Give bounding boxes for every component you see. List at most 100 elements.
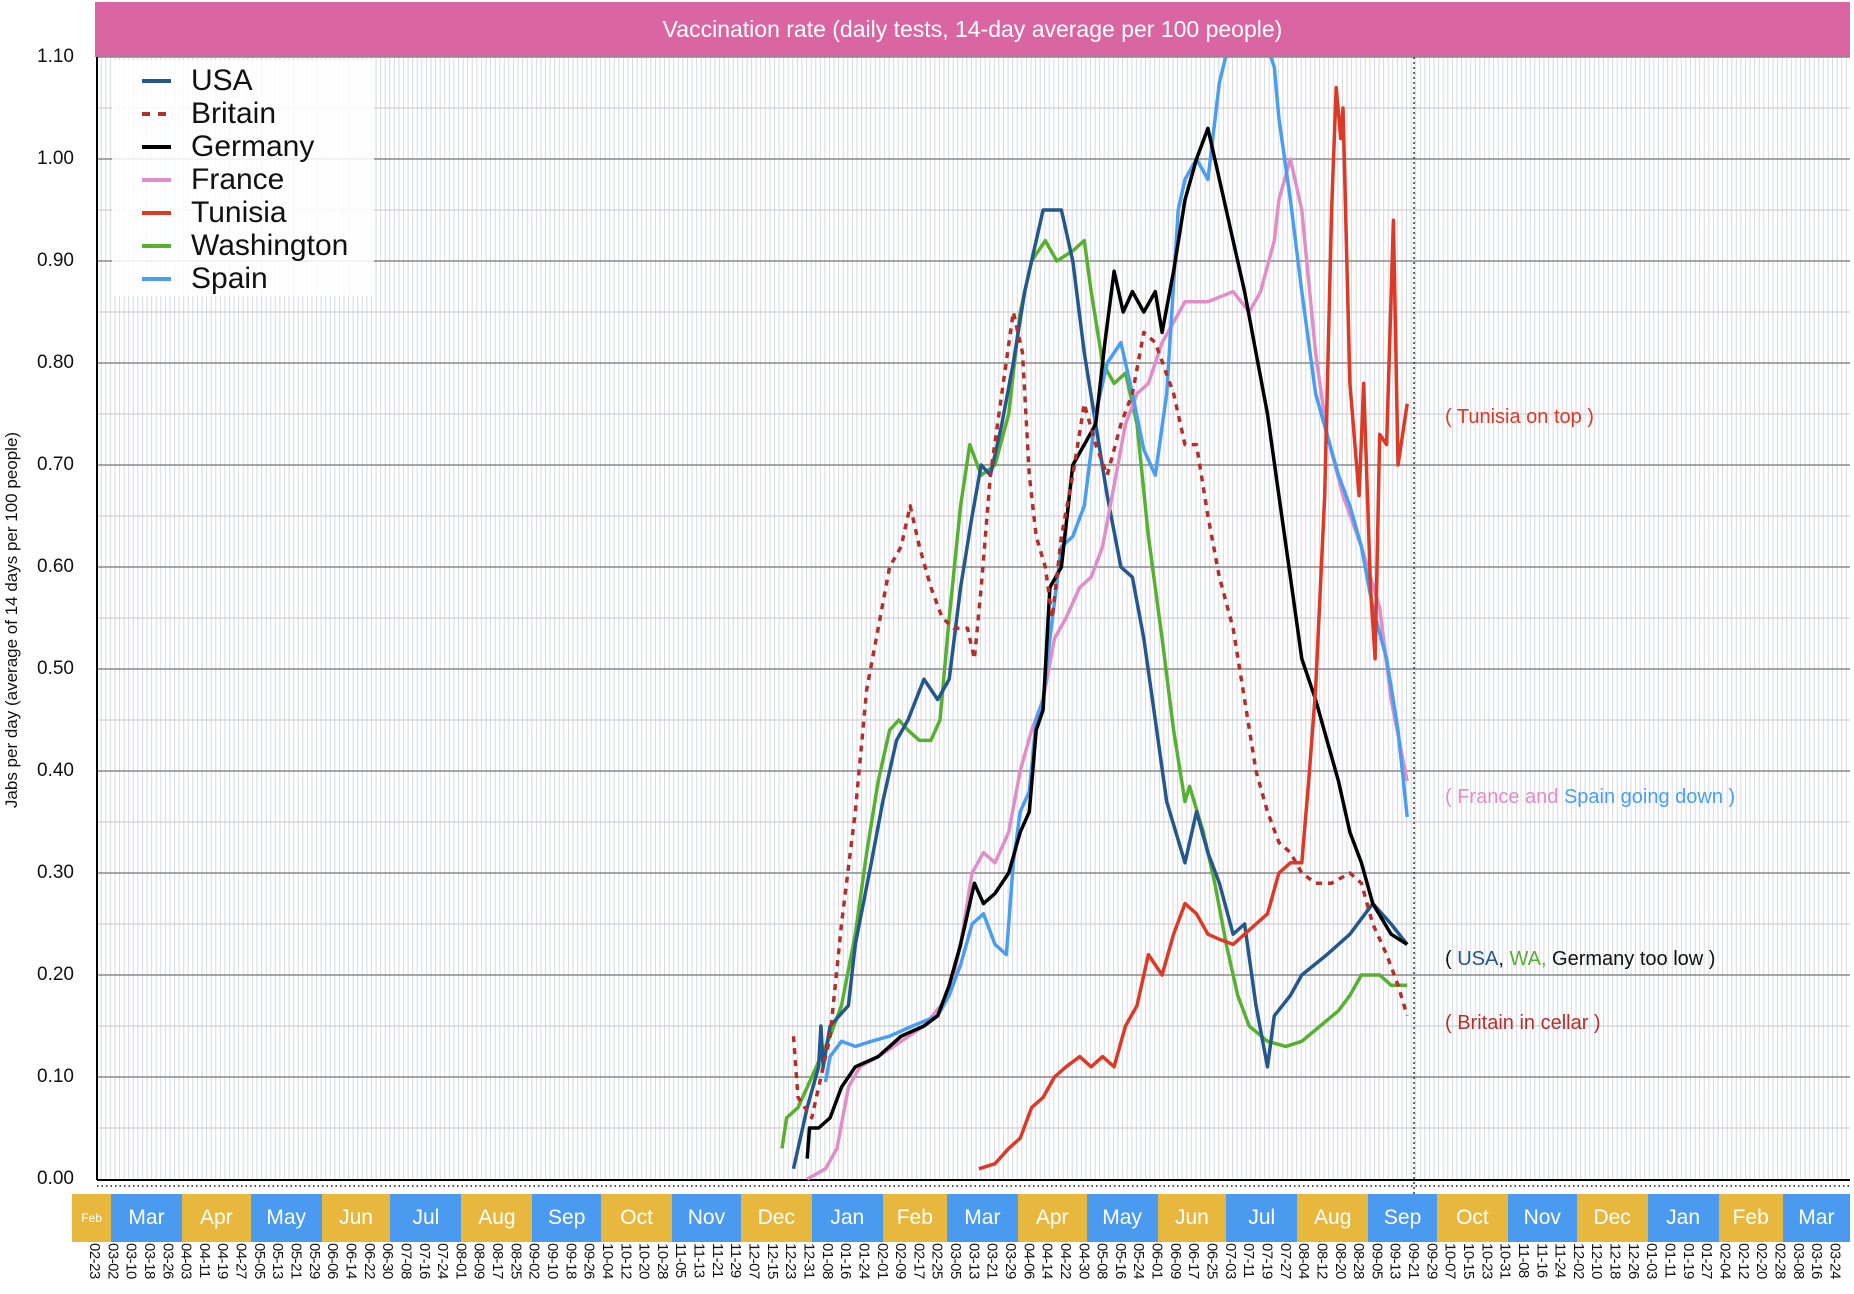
date-tick-label: 07-11 <box>1240 1243 1258 1278</box>
date-tick-label: 11-08 <box>1514 1243 1532 1278</box>
date-tick-label: 03-21 <box>983 1243 1001 1279</box>
date-tick-label: 11-16 <box>1533 1243 1551 1278</box>
annotation: ( USA, WA, Germany too low ) <box>1445 948 1715 971</box>
date-tick-label: 06-14 <box>342 1243 360 1279</box>
legend-label: Spain <box>191 261 268 295</box>
annotation-segment: ( Britain in cellar ) <box>1445 1012 1601 1034</box>
date-tick-label: 10-31 <box>1496 1243 1514 1279</box>
date-tick-label: 12-31 <box>800 1243 818 1279</box>
date-tick-label: 03-29 <box>1002 1243 1019 1279</box>
date-tick-label: 07-19 <box>1258 1243 1276 1279</box>
date-tick-label: 06-17 <box>1185 1243 1203 1279</box>
date-tick-label: 11-24 <box>1551 1243 1569 1278</box>
date-tick-label: 05-08 <box>1093 1243 1111 1279</box>
annotation: ( Britain in cellar ) <box>1445 1012 1601 1035</box>
y-tick-label: 0.00 <box>37 1168 74 1189</box>
date-tick-label: 11-13 <box>690 1243 708 1278</box>
y-tick-label: 0.80 <box>37 352 74 373</box>
date-tick-label: 12-26 <box>1624 1243 1642 1279</box>
date-tick-label: 12-15 <box>763 1243 781 1279</box>
month-label: Aug <box>461 1194 533 1242</box>
date-tick-label: 08-17 <box>489 1243 507 1279</box>
date-tick-label: 05-05 <box>250 1243 268 1279</box>
annotation: ( Tunisia on top ) <box>1445 406 1594 429</box>
date-tick-label: 02-20 <box>1753 1243 1771 1279</box>
date-tick-label: 01-24 <box>855 1243 873 1279</box>
month-label: Sep <box>1368 1194 1437 1242</box>
annotation-segment: ( <box>1445 786 1458 808</box>
month-label: Jan <box>1647 1194 1719 1242</box>
date-tick-label: 01-27 <box>1698 1243 1716 1279</box>
date-tick-label: 01-03 <box>1643 1243 1661 1279</box>
month-label: Nov <box>672 1194 741 1242</box>
date-tick-label: 01-19 <box>1679 1243 1697 1279</box>
date-tick-label: 02-01 <box>873 1243 891 1279</box>
y-tick-label: 0.50 <box>37 658 74 679</box>
annotation-segment: WA, <box>1509 948 1547 970</box>
legend-label: Britain <box>191 96 277 130</box>
date-tick-label: 05-29 <box>305 1243 323 1279</box>
date-tick-label: 07-03 <box>1221 1243 1239 1279</box>
y-tick-label: 0.10 <box>37 1066 74 1087</box>
series-line-usa <box>791 208 1409 1170</box>
legend-label: Tunisia <box>191 195 287 229</box>
annotation-segment: France and <box>1457 786 1564 808</box>
date-tick-label: 03-02 <box>104 1243 122 1279</box>
date-tick-label: 06-25 <box>1203 1243 1221 1279</box>
month-label: Dec <box>1576 1194 1648 1242</box>
date-tick-label: 02-12 <box>1734 1243 1752 1279</box>
annotation-segment: ( Tunisia on top ) <box>1445 406 1594 428</box>
date-tick-label: 11-29 <box>727 1243 745 1278</box>
date-tick-label: 03-26 <box>159 1243 177 1279</box>
date-tick-label: 10-04 <box>598 1243 616 1279</box>
y-tick-label: 0.20 <box>37 964 74 985</box>
date-tick-label: 10-28 <box>653 1243 671 1279</box>
date-tick-label: 01-11 <box>1661 1243 1679 1278</box>
y-tick-label: 0.30 <box>37 862 74 883</box>
legend-item-washington: Washington <box>142 229 348 262</box>
legend-label: Germany <box>191 129 315 163</box>
date-tick-label: 09-13 <box>1386 1243 1404 1279</box>
legend-item-usa: USA <box>142 64 253 97</box>
date-tick-label: 04-22 <box>1056 1243 1074 1279</box>
series-lines <box>780 57 1409 1181</box>
date-tick-label: 02-25 <box>928 1243 946 1279</box>
y-tick-label: 0.90 <box>37 250 74 271</box>
date-tick-label: 06-06 <box>324 1243 342 1279</box>
date-tick-label: 04-14 <box>1038 1243 1056 1279</box>
annotation-segment: USA <box>1457 948 1499 970</box>
date-tick-label: 11-21 <box>708 1243 726 1278</box>
date-tick-label: 02-17 <box>910 1243 928 1279</box>
legend-item-britain: Britain <box>142 97 276 130</box>
date-tick-label: 08-04 <box>1295 1243 1313 1279</box>
date-tick-label: 10-12 <box>617 1243 635 1279</box>
date-tick-label: 11-05 <box>672 1243 690 1278</box>
date-tick-label: 05-16 <box>1111 1243 1129 1279</box>
series-line-spain <box>823 57 1409 1083</box>
annotation-segment: ( <box>1445 948 1458 970</box>
month-label: Feb <box>72 1194 112 1242</box>
date-tick-label: 04-27 <box>232 1243 250 1279</box>
date-tick-label: 10-20 <box>635 1243 653 1279</box>
date-tick-label: 08-12 <box>1313 1243 1331 1279</box>
legend-item-spain: Spain <box>142 262 268 295</box>
legend-label: France <box>191 162 285 196</box>
month-label: Dec <box>740 1194 812 1242</box>
date-tick-label: 05-13 <box>269 1243 287 1279</box>
month-label: Feb <box>1718 1194 1783 1242</box>
legend-swatch <box>142 243 171 248</box>
date-tick-label: 04-06 <box>1020 1243 1038 1279</box>
y-axis-title: Jabs per day (average of 14 days per 100… <box>2 431 21 809</box>
date-tick-label: 03-08 <box>1789 1243 1807 1279</box>
month-label: Feb <box>882 1194 947 1242</box>
y-tick-label: 1.10 <box>37 46 74 67</box>
month-label: Apr <box>182 1194 251 1242</box>
y-tick-label: 0.40 <box>37 760 74 781</box>
date-tick-label: 08-28 <box>1350 1243 1368 1279</box>
date-tick-label: 06-09 <box>1166 1243 1184 1279</box>
date-tick-label: 05-21 <box>287 1243 305 1279</box>
date-tick-label: 12-02 <box>1569 1243 1587 1279</box>
date-tick-label: 12-23 <box>782 1243 800 1279</box>
date-tick-label: 06-30 <box>379 1243 397 1279</box>
month-label: Jul <box>390 1194 462 1242</box>
